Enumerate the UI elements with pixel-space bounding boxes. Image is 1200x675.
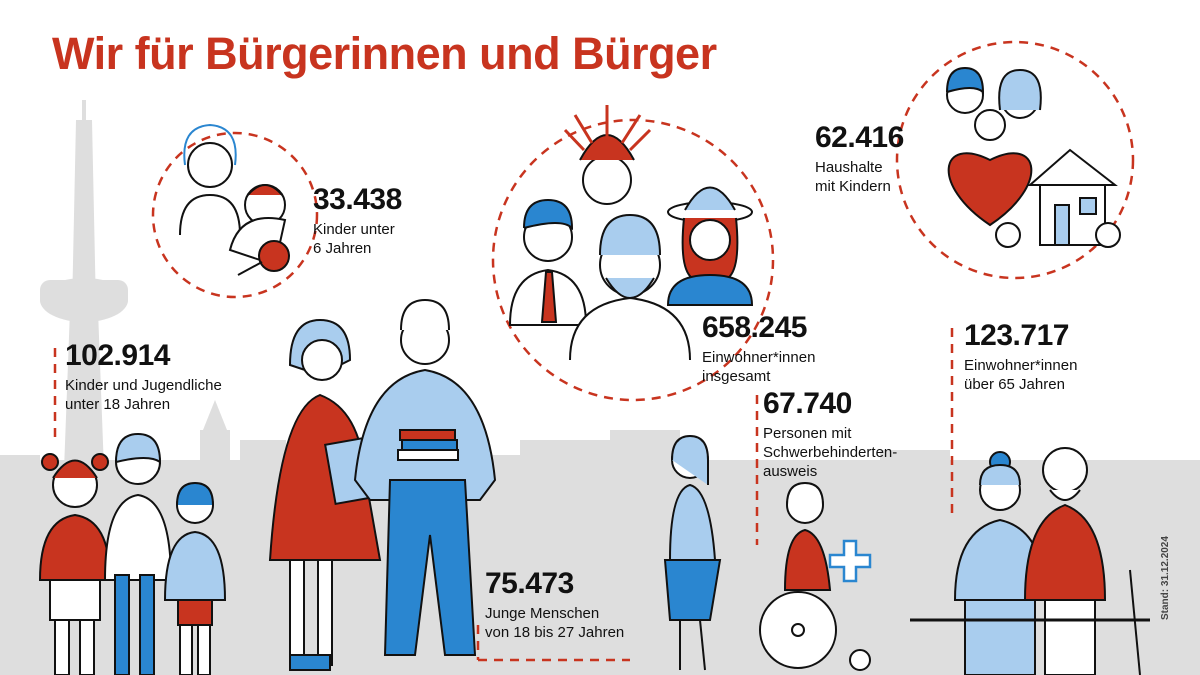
stat-label: Kinder unter 6 Jahren <box>313 221 395 257</box>
wheelchair-illustration <box>663 434 872 671</box>
children-illustration <box>38 432 227 675</box>
stat-number: 33.438 <box>313 183 402 216</box>
stat-einwohner-ueber-65: 123.717 Einwohner*innen über 65 Jahren <box>964 320 1077 394</box>
stat-number: 67.740 <box>763 387 852 420</box>
stat-haushalte-kinder: 62.416 Haushalte mit Kindern <box>815 122 904 196</box>
stat-label: Einwohner*innen über 65 Jahren <box>964 357 1078 393</box>
young-adults-illustration <box>268 298 497 671</box>
stat-number: 102.914 <box>65 339 170 372</box>
stat-number: 62.416 <box>815 121 904 154</box>
stat-label: Einwohner*innen insgesamt <box>702 349 816 385</box>
family-house-illustration <box>946 66 1121 248</box>
dashed-circles <box>151 40 1135 402</box>
stat-einwohner-gesamt: 658.245 Einwohner*innen insgesamt <box>702 312 815 386</box>
stat-label: Junge Menschen von 18 bis 27 Jahren <box>485 605 625 641</box>
stat-kinder-unter-6: 33.438 Kinder unter 6 Jahren <box>313 184 402 258</box>
stat-schwerbehindert: 67.740 Personen mit Schwerbehinderten- a… <box>763 388 897 481</box>
stat-label: Personen mit Schwerbehinderten- ausweis <box>763 425 898 480</box>
stat-junge-menschen: 75.473 Junge Menschen von 18 bis 27 Jahr… <box>485 568 624 642</box>
footnote-date: Stand: 31.12.2024 <box>1160 536 1171 620</box>
seniors-illustration <box>910 447 1150 675</box>
mother-baby-illustration <box>179 123 290 276</box>
stat-number: 75.473 <box>485 567 574 600</box>
page-title: Wir für Bürgerinnen und Bürger <box>52 28 717 79</box>
stat-number: 123.717 <box>964 319 1069 352</box>
stat-label: Kinder und Jugendliche unter 18 Jahren <box>65 377 222 413</box>
stat-label: Haushalte mit Kindern <box>815 159 891 195</box>
dashed-connectors <box>53 328 954 662</box>
population-group-illustration <box>508 105 754 361</box>
stat-number: 658.245 <box>702 311 807 344</box>
stat-kinder-jugendliche: 102.914 Kinder und Jugendliche unter 18 … <box>65 340 222 414</box>
